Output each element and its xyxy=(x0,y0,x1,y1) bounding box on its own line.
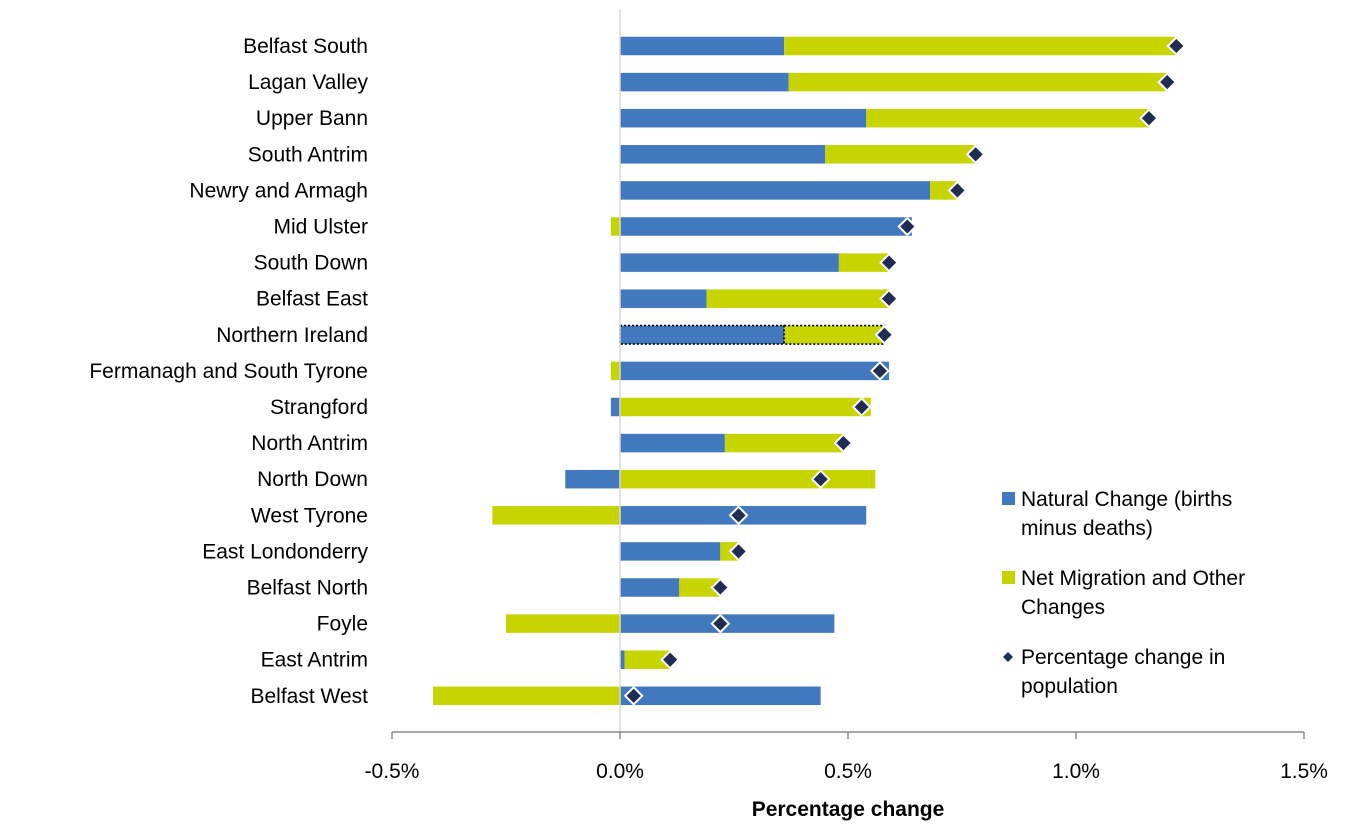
bar-mid-ulster-natural-change xyxy=(620,217,912,236)
bar-north-antrim-natural-change xyxy=(620,433,725,453)
x-tick-label: 0.0% xyxy=(596,760,644,783)
x-axis: -0.5% 0.0% 0.5% 1.0% 1.5% Percentage change xyxy=(365,731,1328,821)
marker-south-antrim xyxy=(965,144,986,165)
category-label-belfast-north: Belfast North xyxy=(247,577,368,600)
bar-south-antrim-natural-change xyxy=(620,145,826,164)
bar-belfast-south-natural-change xyxy=(620,36,785,56)
category-label-newry-and-armagh: Newry and Armagh xyxy=(189,179,368,202)
category-label-northern-ireland: Northern Ireland xyxy=(216,324,368,347)
legend: Natural Change (births minus deaths) Net M… xyxy=(1002,488,1245,698)
category-label-lagan-valley: Lagan Valley xyxy=(248,71,368,94)
category-label-west-tyrone: West Tyrone xyxy=(251,504,368,527)
bar-upper-bann-net-migration xyxy=(866,108,1149,128)
x-tick-label: -0.5% xyxy=(365,760,420,783)
marker-newry-and-armagh xyxy=(947,180,968,201)
bar-strangford-net-migration xyxy=(620,397,871,417)
marker-northern-ireland xyxy=(874,324,895,345)
category-label-north-antrim: North Antrim xyxy=(251,432,368,455)
bar-south-down-net-migration xyxy=(838,253,890,272)
legend-swatch xyxy=(1002,571,1015,584)
x-tick-label: 1.0% xyxy=(1052,760,1100,783)
bar-west-tyrone-net-migration xyxy=(492,506,620,525)
marker-lagan-valley xyxy=(1157,72,1178,93)
legend-item-natural-change: Natural Change (births minus deaths) xyxy=(1002,488,1232,540)
marker-north-antrim xyxy=(833,433,854,454)
bar-northern-ireland-natural-change xyxy=(619,324,785,345)
bar-lagan-valley-natural-change xyxy=(620,72,789,92)
bar-upper-bann-natural-change xyxy=(620,108,867,128)
marker-strangford xyxy=(851,397,872,417)
category-label-north-down: North Down xyxy=(257,468,368,491)
legend-item-net-migration: Net Migration and Other Changes xyxy=(1002,567,1245,619)
marker-belfast-west xyxy=(623,685,644,706)
bar-strangford-natural-change xyxy=(610,397,620,417)
bar-lagan-valley-net-migration xyxy=(788,72,1168,92)
category-label-strangford: Strangford xyxy=(270,396,368,419)
marker-upper-bann xyxy=(1139,108,1159,129)
bar-east-londonderry-natural-change xyxy=(620,542,721,561)
category-label-south-antrim: South Antrim xyxy=(248,143,368,166)
bar-belfast-north-natural-change xyxy=(620,578,680,597)
bar-fermanagh-and-south-tyrone-net-migration xyxy=(610,361,620,381)
marker-south-down xyxy=(879,252,899,273)
bar-fermanagh-and-south-tyrone-natural-change xyxy=(620,361,890,381)
bar-south-antrim-net-migration xyxy=(825,145,976,164)
legend-label: Net Migration and Other Changes xyxy=(1021,567,1245,619)
bar-south-down-natural-change xyxy=(620,253,839,272)
bar-belfast-south-net-migration xyxy=(784,36,1177,56)
marker-fermanagh-and-south-tyrone xyxy=(870,360,890,381)
bar-east-antrim-natural-change xyxy=(620,650,625,669)
marker-east-antrim xyxy=(660,649,681,670)
marker-mid-ulster xyxy=(897,216,918,237)
legend-item-percentage-change: Percentage change in population xyxy=(1003,646,1225,698)
bar-newry-and-armagh-net-migration xyxy=(930,181,958,200)
x-tick-label: 0.5% xyxy=(824,760,872,783)
bar-belfast-west-net-migration xyxy=(433,686,620,706)
bar-belfast-west-natural-change xyxy=(620,686,821,706)
legend-swatch xyxy=(1002,492,1015,505)
legend-swatch xyxy=(1003,652,1013,662)
bar-belfast-east-net-migration xyxy=(706,289,890,308)
bar-east-antrim-net-migration xyxy=(624,650,671,669)
bar-belfast-north-net-migration xyxy=(679,578,721,597)
category-label-mid-ulster: Mid Ulster xyxy=(273,216,368,239)
x-ticks: -0.5% 0.0% 0.5% 1.0% 1.5% xyxy=(365,732,1328,783)
category-label-upper-bann: Upper Bann xyxy=(256,107,368,130)
bar-north-antrim-net-migration xyxy=(724,433,844,453)
marker-east-londonderry xyxy=(728,541,749,562)
x-axis-title: Percentage change xyxy=(752,798,945,821)
marker-foyle xyxy=(710,613,731,634)
markers-layer xyxy=(623,36,1187,706)
category-label-foyle: Foyle xyxy=(317,613,368,636)
category-label-fermanagh-and-south-tyrone: Fermanagh and South Tyrone xyxy=(89,360,368,383)
bar-belfast-east-natural-change xyxy=(620,289,707,308)
category-label-east-londonderry: East Londonderry xyxy=(202,540,368,563)
bar-mid-ulster-net-migration xyxy=(610,217,620,236)
category-label-belfast-east: Belfast East xyxy=(256,288,368,311)
marker-belfast-south xyxy=(1166,36,1187,56)
category-label-belfast-west: Belfast West xyxy=(251,685,369,708)
legend-label: Natural Change (births minus deaths) xyxy=(1021,488,1232,540)
marker-west-tyrone xyxy=(728,505,749,526)
legend-label: Percentage change in population xyxy=(1021,646,1225,698)
marker-north-down xyxy=(810,469,831,490)
category-label-south-down: South Down xyxy=(254,252,368,275)
bar-foyle-net-migration xyxy=(506,614,620,633)
bar-north-down-natural-change xyxy=(565,469,620,489)
bar-newry-and-armagh-natural-change xyxy=(620,181,931,200)
category-label-belfast-south: Belfast South xyxy=(243,35,368,58)
bar-north-down-net-migration xyxy=(620,469,876,489)
bar-northern-ireland-net-migration xyxy=(783,324,886,345)
marker-belfast-north xyxy=(710,577,731,598)
x-tick-label: 1.5% xyxy=(1280,760,1328,783)
bars-layer xyxy=(433,36,1177,706)
category-labels: Belfast South Lagan Valley Upper Bann South… xyxy=(89,35,368,708)
marker-belfast-east xyxy=(879,288,899,309)
category-label-east-antrim: East Antrim xyxy=(261,649,368,672)
